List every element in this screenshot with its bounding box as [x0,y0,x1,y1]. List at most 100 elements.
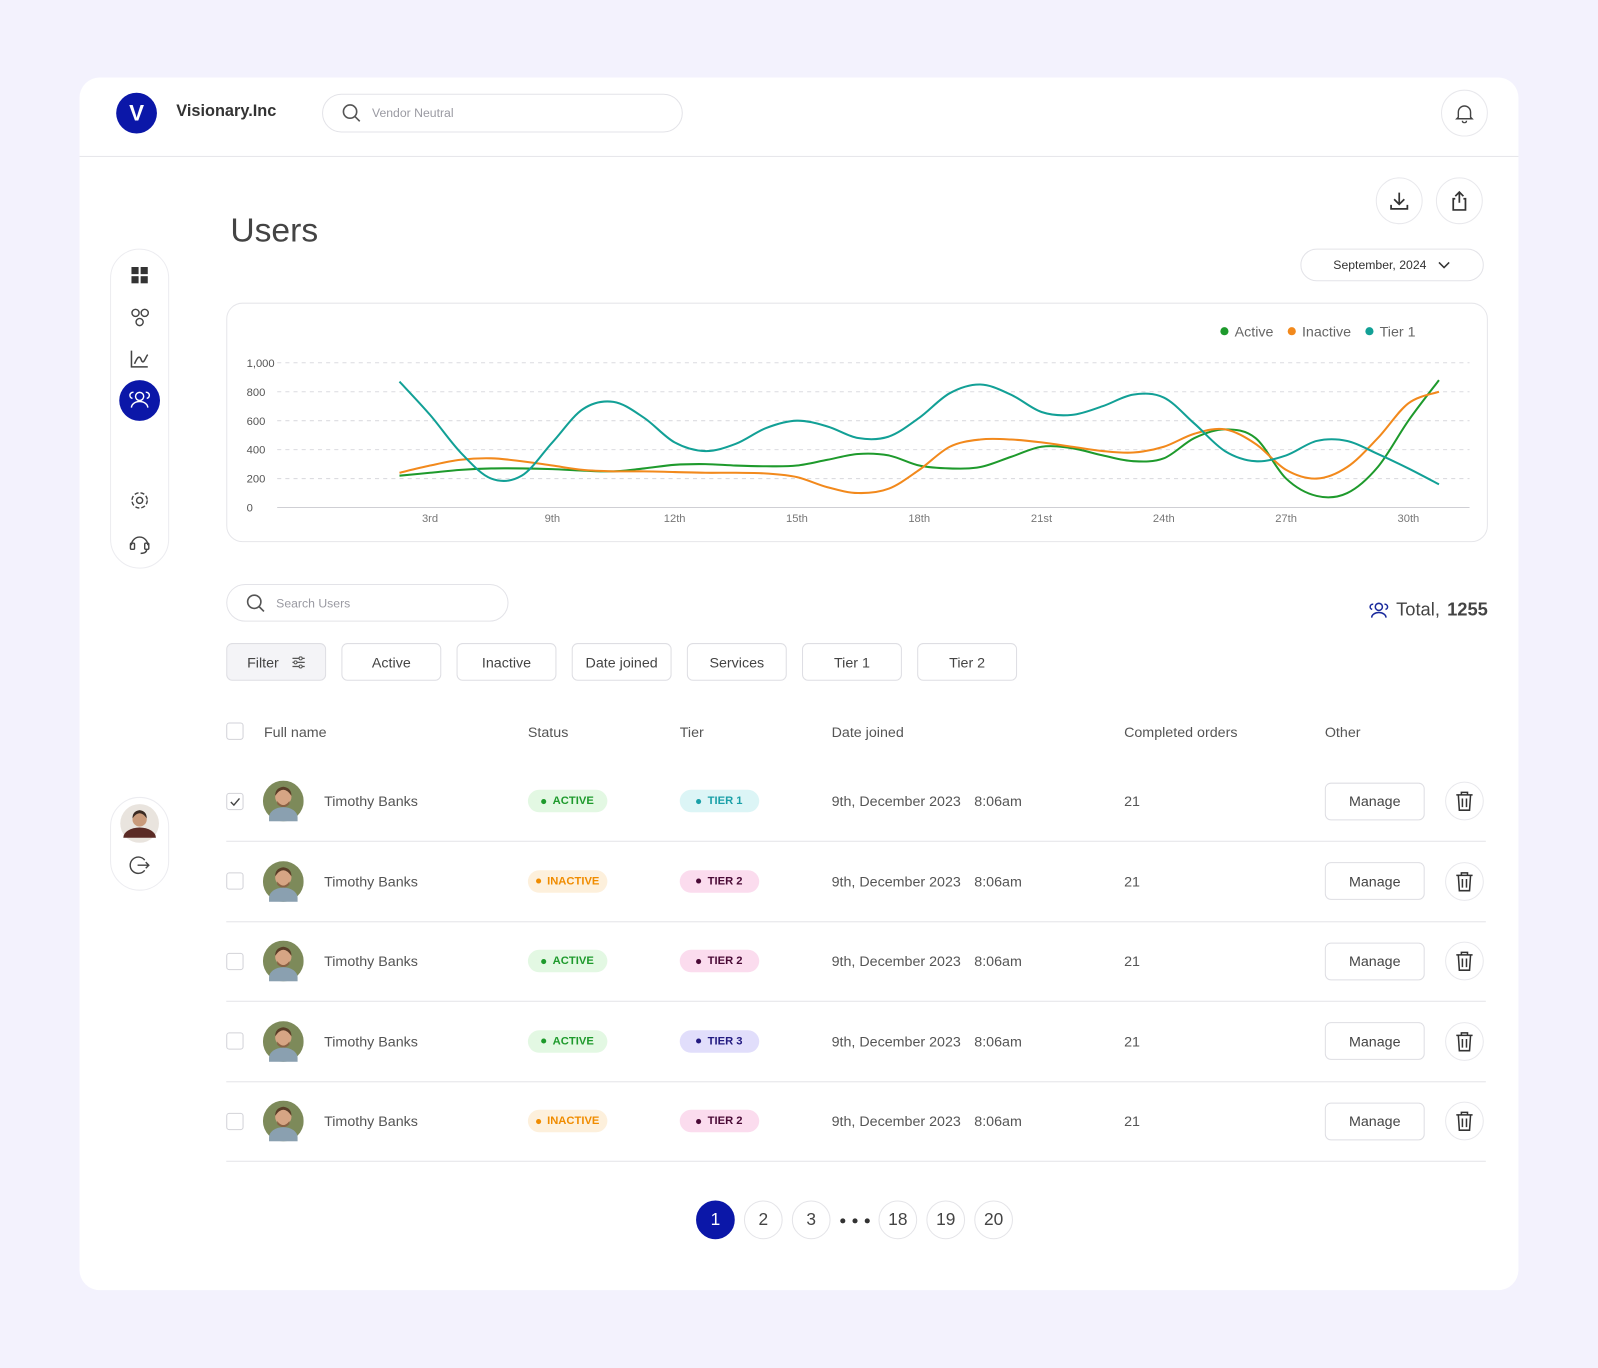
page-button[interactable]: 19 [926,1200,966,1240]
status-label: ACTIVE [552,794,594,808]
nav-dashboard[interactable] [131,267,148,284]
delete-button[interactable] [1445,1021,1484,1061]
row-divider [226,920,1486,922]
legend-swatch [1287,327,1296,336]
nav-analytics[interactable] [130,350,149,368]
avatar [262,780,304,822]
filter-chip[interactable]: Filter [226,643,327,681]
page-title: Users [230,210,319,249]
time-joined: 8:06am [974,1032,1022,1050]
select-all[interactable] [226,722,244,740]
time-joined: 8:06am [974,952,1022,970]
avatar-wrap [262,940,304,987]
search-placeholder: Vendor Neutral [371,105,454,121]
page-button[interactable]: 20 [974,1200,1013,1240]
column-header: Status [527,723,569,740]
filter-label: Date joined [585,653,658,671]
filter-chip[interactable]: Tier 1 [802,643,902,681]
row-checkbox[interactable] [226,1032,244,1050]
row-checkbox[interactable] [226,872,244,890]
y-tick-label: 400 [247,445,266,457]
status-tag: INACTIVE [527,1109,608,1133]
column-header: Tier [679,723,704,740]
bell-icon [1455,105,1474,124]
filter-chip[interactable]: Services [686,643,787,681]
row-checkbox[interactable] [226,952,244,970]
main-card [79,77,1519,1291]
trash-icon [1456,951,1473,971]
completed-orders: 21 [1124,1032,1140,1050]
nav-groups[interactable] [131,308,149,327]
page-button[interactable]: 2 [743,1200,783,1240]
x-tick-label: 21st [1031,513,1053,525]
logo[interactable]: V [116,92,157,134]
global-search[interactable]: Vendor Neutral [322,93,683,133]
page-button[interactable]: 18 [878,1200,918,1240]
total-value: 1255 [1447,599,1488,620]
notifications[interactable] [1441,89,1488,137]
trash-icon [1456,871,1473,891]
completed-orders: 21 [1124,792,1140,810]
page-button[interactable]: 3 [791,1200,831,1240]
filter-chip[interactable]: Inactive [456,643,557,681]
period-select[interactable]: September, 2024 [1300,248,1484,282]
user-name: Timothy Banks [324,1112,418,1130]
series-line [398,380,1440,486]
status-label: INACTIVE [547,1114,600,1128]
status-label: ACTIVE [552,1034,594,1048]
trash-icon [1456,791,1473,811]
row-checkbox[interactable] [226,1112,244,1130]
avatar [262,940,304,982]
check [230,797,241,806]
legend: Active Inactive Tier 1 [1220,324,1416,340]
sidebar-icons [119,267,160,555]
date-joined: 9th, December 2023 [831,952,961,970]
manage-button[interactable]: Manage [1324,1022,1425,1060]
filter-chip[interactable]: Tier 2 [917,643,1018,681]
legend-label: Inactive [1302,324,1351,340]
time-joined: 8:06am [974,792,1022,810]
filter-label: Tier 1 [833,653,870,671]
filter-chip[interactable]: Active [341,643,442,681]
series-line [399,379,1440,499]
trash-icon [1456,1111,1473,1131]
row-checkbox[interactable] [226,792,244,810]
share[interactable] [1435,177,1483,225]
avatar [262,1020,304,1062]
avatar [262,860,304,902]
delete-button[interactable] [1445,781,1484,821]
user-name: Timothy Banks [324,872,418,890]
user-search[interactable]: Search Users [226,583,509,622]
status-tag: INACTIVE [527,869,608,893]
x-tick-label: 12th [664,513,686,525]
delete-button[interactable] [1445,1101,1484,1141]
download-icon [1390,192,1409,210]
manage-button[interactable]: Manage [1324,782,1425,820]
tier-label: TIER 2 [707,1114,743,1128]
avatar [262,1100,304,1142]
date-joined: 9th, December 2023 [831,1112,961,1130]
x-tick-label: 18th [908,513,930,525]
completed-orders: 21 [1124,872,1140,890]
manage-button[interactable]: Manage [1324,1102,1425,1140]
filter-chip[interactable]: Date joined [571,643,672,681]
y-tick-label: 0 [247,503,253,515]
user-name: Timothy Banks [324,1032,418,1050]
profile-avatar[interactable] [120,804,159,843]
status-label: INACTIVE [547,874,600,888]
filter-label: Services [709,653,765,671]
delete-button[interactable] [1445,941,1484,981]
page-button[interactable]: 1 [696,1200,735,1240]
x-tick-label: 24th [1153,513,1175,525]
nav-support[interactable] [129,536,150,555]
filter-label: Inactive [481,653,532,671]
delete-button[interactable] [1445,861,1484,901]
avatar-wrap [262,1100,304,1147]
column-header: Full name [263,723,327,740]
filter-label: Tier 2 [949,653,986,671]
manage-button[interactable]: Manage [1324,942,1425,980]
logout[interactable] [129,856,150,875]
manage-button[interactable]: Manage [1324,862,1425,900]
nav-settings[interactable] [131,492,148,509]
download[interactable] [1375,177,1423,225]
